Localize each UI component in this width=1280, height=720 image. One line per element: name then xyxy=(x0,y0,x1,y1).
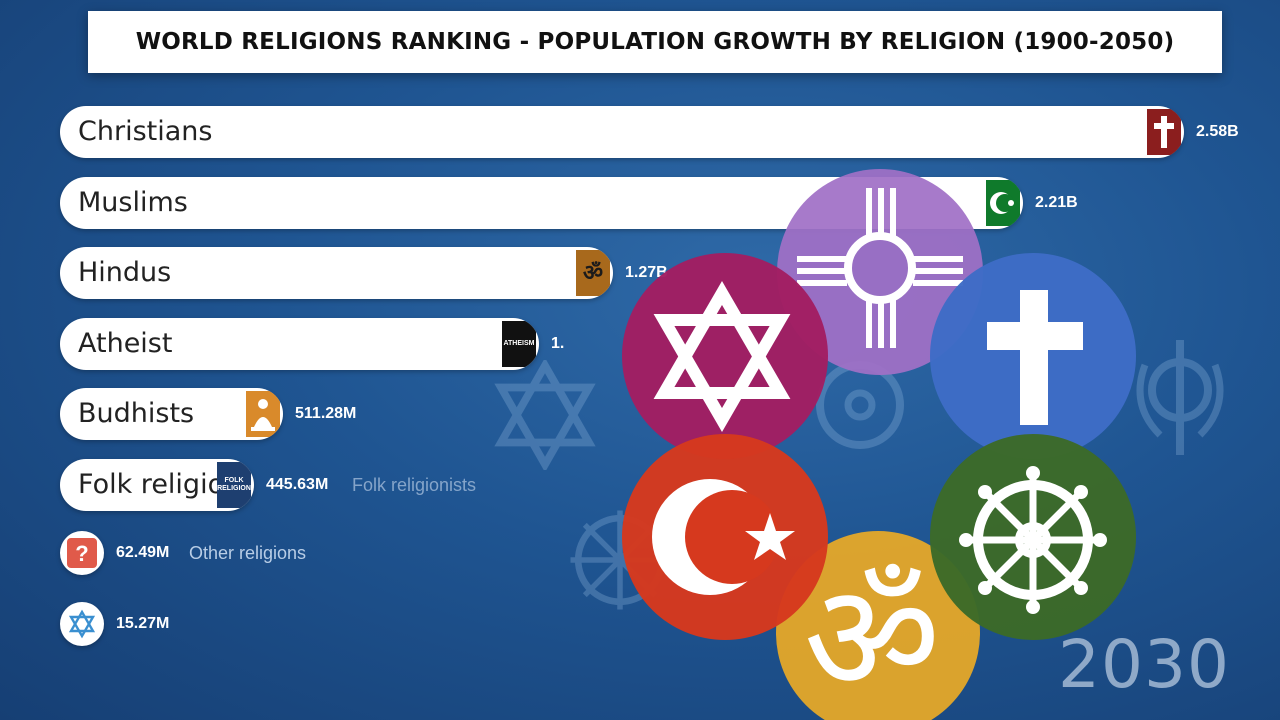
bar-value: 2.21B xyxy=(1035,194,1078,211)
bar-series-name: Folk religionists xyxy=(352,475,477,495)
bar: Muslims xyxy=(60,177,1023,229)
chart-title-box: WORLD RELIGIONS RANKING - POPULATION GRO… xyxy=(88,11,1222,73)
bar-label: Atheist xyxy=(78,328,173,359)
bar-label: Hindus xyxy=(78,257,172,288)
ghost-star-of-david-icon xyxy=(494,360,596,470)
bar-row: Hindus ॐ 1.27B xyxy=(60,247,668,299)
bar-label: Muslims xyxy=(78,187,188,218)
bar: Atheist ATHEISM xyxy=(60,318,539,370)
bar-label: Budhists xyxy=(78,398,195,429)
svg-text:?: ? xyxy=(75,541,88,566)
cross-icon xyxy=(1147,109,1181,155)
bar-value: 62.49M xyxy=(116,544,170,561)
bar-value: 1.27B xyxy=(625,264,668,281)
bar-row: 15.27M xyxy=(60,602,460,650)
bar-row: Folk religio FOLK RELIGION 445.63M Folk rel… xyxy=(60,459,476,511)
bar-row: ? 62.49M Other religions xyxy=(60,531,460,579)
folk-icon: FOLK RELIGION xyxy=(217,462,251,508)
bar-value: 511.28M xyxy=(295,405,357,422)
chart-title: WORLD RELIGIONS RANKING - POPULATION GRO… xyxy=(135,29,1175,55)
bar-row: Budhists 511.28M xyxy=(60,388,356,440)
bar: Hindus ॐ xyxy=(60,247,613,299)
ghost-khanda-icon xyxy=(1136,340,1224,455)
bar-series-name: Other religions xyxy=(189,543,307,563)
bar-label: Christians xyxy=(78,116,213,147)
bar-value: 2.58B xyxy=(1196,123,1239,140)
bar: Christians xyxy=(60,106,1184,158)
bar-row: Atheist ATHEISM 1. xyxy=(60,318,564,370)
bar: Budhists xyxy=(60,388,283,440)
bar-value: 445.63M xyxy=(266,476,329,493)
bar-row: Christians 2.58B xyxy=(60,106,1239,158)
bar-value: 15.27M xyxy=(116,615,170,632)
buddha-icon xyxy=(246,391,280,437)
question-icon: ? xyxy=(60,531,104,575)
year-label: 2030 xyxy=(1058,626,1230,703)
star-of-david-icon xyxy=(60,602,104,646)
om-icon: ॐ xyxy=(576,250,610,296)
bar-label: Folk religio xyxy=(78,469,225,500)
crescent-icon xyxy=(986,180,1020,226)
bar-row: Muslims 2.21B xyxy=(60,177,1078,229)
bar-value: 1. xyxy=(551,335,565,352)
atheism-icon: ATHEISM xyxy=(502,321,536,367)
bar: Folk religio FOLK RELIGION xyxy=(60,459,254,511)
